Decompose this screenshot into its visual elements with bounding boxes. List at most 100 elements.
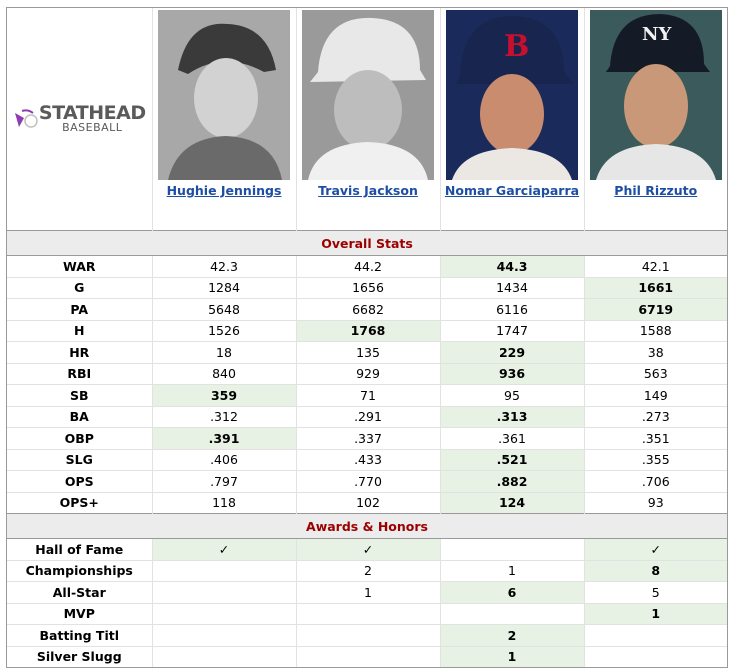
player-column-2: B Nomar Garciaparra xyxy=(439,8,584,231)
logo-subtitle: BASEBALL xyxy=(62,121,123,134)
stat-label: Batting Titl xyxy=(7,624,152,646)
stat-value xyxy=(151,645,296,667)
stat-value xyxy=(295,645,440,667)
stat-value: 563 xyxy=(583,362,727,385)
stat-row: MVP 1 xyxy=(7,602,727,625)
stat-value: 1747 xyxy=(439,319,584,342)
section-header: Awards & Honors xyxy=(7,513,727,539)
stat-value: 18 xyxy=(151,341,296,363)
player-photo xyxy=(302,10,434,180)
svg-text:NY: NY xyxy=(642,24,672,45)
stat-value: 6719 xyxy=(583,298,727,320)
stat-row: SB 359 71 95 149 xyxy=(7,384,727,406)
stat-value: 2 xyxy=(439,624,584,646)
stat-value: .313 xyxy=(439,405,584,428)
stat-row: Hall of Fame ✓ ✓ ✓ xyxy=(7,538,727,560)
comparison-table: STATHEAD BASEBALL Hughie Jennings xyxy=(6,7,728,668)
stat-row: BA .312.291.313.273 xyxy=(7,405,727,428)
stat-value: 840 xyxy=(151,362,296,385)
stat-label: HR xyxy=(7,341,152,363)
stat-label: RBI xyxy=(7,362,152,385)
section-header: Overall Stats xyxy=(7,230,727,256)
stat-value: 5 xyxy=(583,581,727,603)
stat-row: HR 18 135 229 38 xyxy=(7,341,727,363)
stat-value: .355 xyxy=(583,448,727,471)
stat-value: 42.1 xyxy=(583,255,727,277)
stat-value: 359 xyxy=(151,384,296,406)
stat-value xyxy=(151,624,296,646)
stat-row: RBI 840 929 936 563 xyxy=(7,362,727,385)
stat-value: 229 xyxy=(439,341,584,363)
logo-cell: STATHEAD BASEBALL xyxy=(7,8,152,231)
stat-value: 95 xyxy=(439,384,584,406)
stat-value: 929 xyxy=(295,362,440,385)
stat-value: .391 xyxy=(151,427,296,449)
stat-label: SLG xyxy=(7,448,152,471)
stat-value: 8 xyxy=(583,559,727,582)
stat-value: 1588 xyxy=(583,319,727,342)
stat-row: PA 5648 6682 6116 6719 xyxy=(7,298,727,320)
stat-value: 1284 xyxy=(151,276,296,299)
player-link[interactable]: Nomar Garciaparra xyxy=(444,183,580,198)
stat-value: 6 xyxy=(439,581,584,603)
stat-value: 71 xyxy=(295,384,440,406)
stat-label: G xyxy=(7,276,152,299)
stat-row: OBP .391.337.361.351 xyxy=(7,427,727,449)
player-link[interactable]: Hughie Jennings xyxy=(166,183,282,198)
stat-label: Hall of Fame xyxy=(7,538,152,560)
stat-value xyxy=(151,559,296,582)
stat-value xyxy=(439,602,584,625)
stat-label: H xyxy=(7,319,152,342)
section-title: Overall Stats xyxy=(7,230,727,256)
stat-value: 1434 xyxy=(439,276,584,299)
stat-value: ✓ xyxy=(583,538,727,560)
stat-value: 6682 xyxy=(295,298,440,320)
stat-value xyxy=(583,624,727,646)
stat-value: .273 xyxy=(583,405,727,428)
stat-value: .770 xyxy=(295,470,440,492)
stat-label: MVP xyxy=(7,602,152,625)
stat-value: .406 xyxy=(151,448,296,471)
stat-value: 936 xyxy=(439,362,584,385)
stat-value xyxy=(295,602,440,625)
stathead-logo[interactable]: STATHEAD BASEBALL xyxy=(7,104,152,134)
stat-value: .361 xyxy=(439,427,584,449)
player-link[interactable]: Travis Jackson xyxy=(318,183,418,198)
stat-label: BA xyxy=(7,405,152,428)
stat-value: 1 xyxy=(439,645,584,667)
section-title: Awards & Honors xyxy=(7,513,727,539)
stat-row: SLG .406.433.521.355 xyxy=(7,448,727,471)
stat-row: Silver Slugg 1 xyxy=(7,645,727,667)
stat-value xyxy=(295,624,440,646)
stat-row: OPS+ 118 102 124 93 xyxy=(7,491,727,514)
stat-row: Batting Titl 2 xyxy=(7,624,727,646)
stat-value: 1 xyxy=(439,559,584,582)
stat-value: 1526 xyxy=(151,319,296,342)
stat-value: 118 xyxy=(151,491,296,514)
stat-label: OPS+ xyxy=(7,491,152,514)
stat-value: .291 xyxy=(295,405,440,428)
stat-row: All-Star 1 6 5 xyxy=(7,581,727,603)
stat-value: 1661 xyxy=(583,276,727,299)
stat-value xyxy=(151,602,296,625)
stat-value: .312 xyxy=(151,405,296,428)
stat-label: OBP xyxy=(7,427,152,449)
player-link[interactable]: Phil Rizzuto xyxy=(614,183,698,198)
stathead-logo-icon xyxy=(14,109,38,128)
stat-value: 42.3 xyxy=(151,255,296,277)
stat-label: OPS xyxy=(7,470,152,492)
logo-title: STATHEAD xyxy=(38,102,146,124)
player-photo: B xyxy=(446,10,578,180)
stat-label: All-Star xyxy=(7,581,152,603)
stat-value: 38 xyxy=(583,341,727,363)
stat-value: .797 xyxy=(151,470,296,492)
stat-row: WAR 42.3 44.2 44.3 42.1 xyxy=(7,255,727,277)
stat-label: Championships xyxy=(7,559,152,582)
stat-value: 2 xyxy=(295,559,440,582)
stat-row: Championships 2 1 8 xyxy=(7,559,727,582)
stat-value: 6116 xyxy=(439,298,584,320)
stat-value: ✓ xyxy=(295,538,440,560)
player-column-3: NY Phil Rizzuto xyxy=(583,8,727,231)
player-photo: NY xyxy=(589,10,722,180)
stat-value: 149 xyxy=(583,384,727,406)
